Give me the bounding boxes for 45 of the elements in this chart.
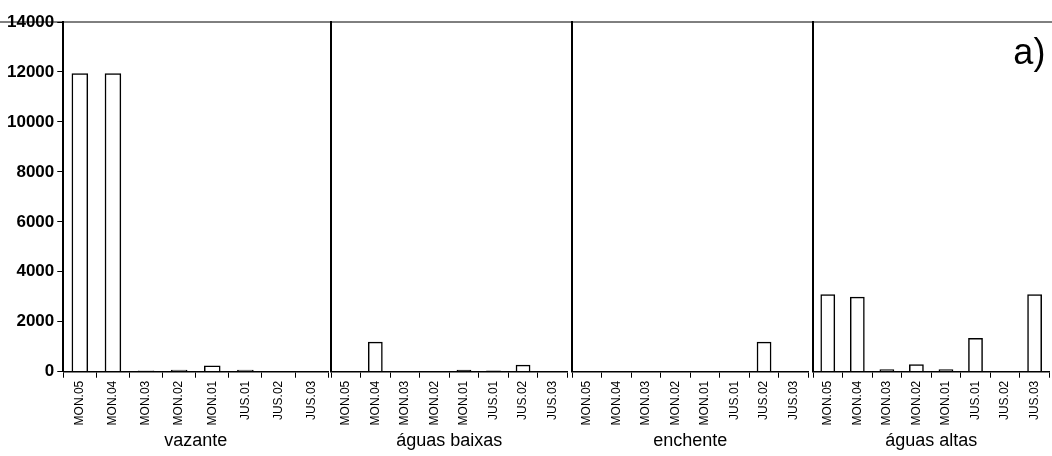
x-tick-label: JUS.03 (785, 380, 800, 421)
x-tick-label: MON.04 (367, 380, 382, 426)
x-tick-label: MON.05 (820, 380, 835, 426)
x-tick-label: MON.03 (879, 380, 894, 426)
x-tick-label: MON.02 (426, 380, 441, 426)
x-tick-label: JUS.01 (237, 380, 252, 421)
x-tick-label: MON.01 (938, 380, 953, 426)
x-axis-title: enchente (653, 430, 728, 451)
x-tick-label: MON.01 (204, 380, 219, 426)
x-tick-label: MON.03 (138, 380, 153, 426)
x-tick-label: MON.02 (171, 380, 186, 426)
x-tick-label: MON.03 (638, 380, 653, 426)
x-tick-label: JUS.03 (303, 380, 318, 421)
x-tick-label: JUS.02 (515, 380, 530, 421)
x-tick-label: MON.03 (397, 380, 412, 426)
y-tick-label: 14000 (6, 11, 55, 31)
x-tick-label: MON.02 (667, 380, 682, 426)
y-tick-label: 0 (44, 361, 55, 381)
x-tick-label: MON.05 (338, 380, 353, 426)
x-tick-label: MON.04 (105, 380, 120, 426)
x-tick-label: JUS.01 (726, 380, 741, 421)
x-tick-label: JUS.03 (544, 380, 559, 421)
x-tick-label: JUS.02 (270, 380, 285, 421)
x-axis-title: águas altas (885, 430, 978, 451)
x-tick-label: MON.05 (72, 380, 87, 426)
x-tick-label: MON.01 (697, 380, 712, 426)
x-tick-label: MON.04 (849, 380, 864, 426)
annotation: a) (1013, 30, 1046, 72)
x-tick-label: JUS.01 (485, 380, 500, 421)
y-tick-label: 2000 (16, 311, 55, 331)
y-tick-label: 10000 (6, 111, 55, 131)
x-tick-label: JUS.01 (967, 380, 982, 421)
x-tick-label: JUS.02 (997, 380, 1012, 421)
x-axis-title: vazante (164, 430, 228, 451)
x-tick-label: JUS.03 (1026, 380, 1041, 421)
x-tick-label: MON.02 (908, 380, 923, 426)
x-tick-label: MON.04 (608, 380, 623, 426)
y-tick-label: 8000 (16, 161, 55, 181)
y-tick-label: 6000 (16, 211, 55, 231)
y-tick-label: 12000 (6, 61, 55, 81)
x-tick-label: MON.01 (456, 380, 471, 426)
y-tick-label: 4000 (16, 261, 55, 281)
x-tick-label: JUS.02 (756, 380, 771, 421)
x-axis-title: águas baixas (396, 430, 503, 451)
x-tick-label: MON.05 (579, 380, 594, 426)
